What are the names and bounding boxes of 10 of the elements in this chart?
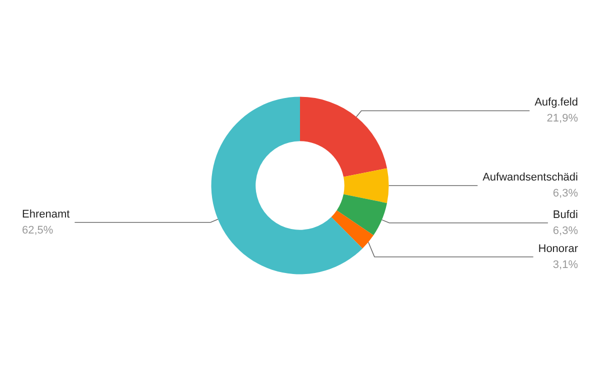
data-label: 6,3% — [552, 188, 578, 200]
data-label: 3,1% — [552, 258, 578, 271]
slice-label: Bufdi — [552, 208, 578, 221]
data-label: 6,3% — [552, 224, 578, 237]
data-label: 62,5% — [22, 224, 54, 236]
slice-label: Ehrenamt — [22, 208, 70, 220]
slice-label: Honorar — [538, 242, 578, 255]
slice-label: Aufwandsentschädi — [482, 172, 578, 184]
data-label: 21,9% — [546, 112, 578, 125]
slice-label: Aufg.feld — [534, 96, 578, 109]
